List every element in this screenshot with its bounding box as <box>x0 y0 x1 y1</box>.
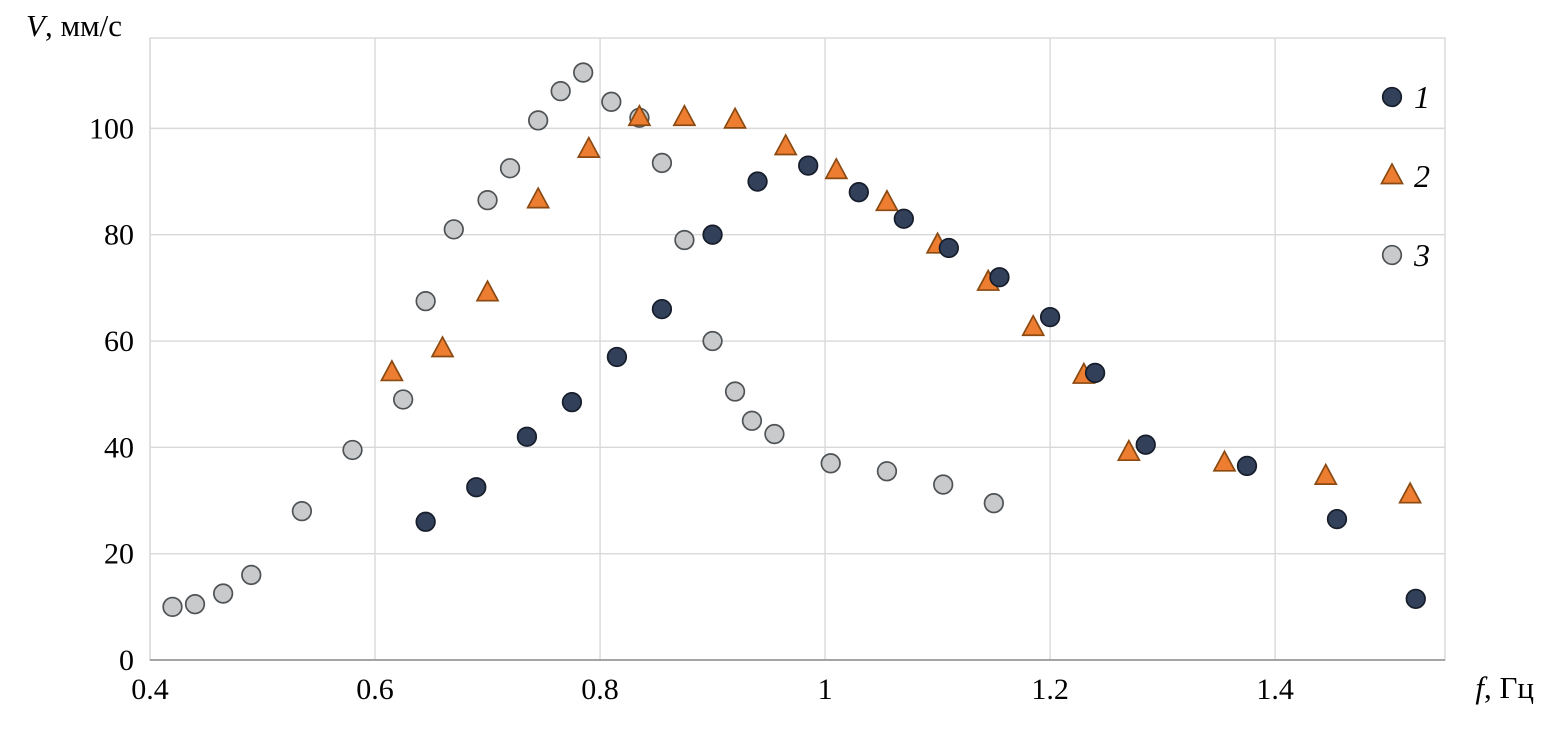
x-tick-label: 0.4 <box>131 673 169 706</box>
data-point-series-1 <box>848 182 869 203</box>
data-point-series-1 <box>989 267 1010 288</box>
data-point-series-2 <box>672 103 697 127</box>
data-point-series-3 <box>741 410 763 431</box>
data-point-series-2 <box>875 189 899 212</box>
data-point-series-3 <box>702 330 723 352</box>
data-point-series-1 <box>466 477 487 498</box>
x-tick-label: 0.6 <box>356 673 394 706</box>
y-axis-variable: V <box>26 8 45 43</box>
data-point-series-3 <box>764 423 785 445</box>
data-point-series-1 <box>1236 455 1258 477</box>
data-point-series-2 <box>824 157 849 180</box>
x-axis-variable: f <box>1475 670 1484 705</box>
data-point-series-1 <box>561 392 583 413</box>
data-point-series-3 <box>601 91 622 112</box>
y-tick-label: 60 <box>104 325 134 358</box>
plot-border <box>149 37 1446 661</box>
data-point-series-3 <box>820 453 841 474</box>
data-point-series-3 <box>443 219 464 240</box>
data-point-series-2 <box>430 335 455 358</box>
data-point-series-1 <box>1135 434 1156 455</box>
data-point-series-2 <box>526 186 551 209</box>
data-point-series-3 <box>983 493 1004 514</box>
x-tick-label: 1.2 <box>1031 673 1069 706</box>
data-point-series-1 <box>651 298 673 320</box>
y-tick-label: 40 <box>104 431 134 464</box>
data-point-series-3 <box>550 81 571 102</box>
data-point-series-3 <box>477 189 498 211</box>
data-point-series-2 <box>379 359 404 382</box>
data-point-series-1 <box>747 171 768 192</box>
data-point-series-legend-3 <box>1381 244 1403 266</box>
data-point-series-1 <box>1084 362 1106 384</box>
data-point-series-1 <box>1405 588 1426 610</box>
x-axis-units: , Гц <box>1483 670 1534 705</box>
data-point-series-2 <box>1313 462 1338 485</box>
data-point-series-3 <box>674 229 695 251</box>
data-point-series-1 <box>1039 306 1061 328</box>
data-point-series-2 <box>723 106 747 129</box>
data-point-series-1 <box>702 224 723 245</box>
data-point-series-2 <box>1212 449 1237 472</box>
y-tick-label: 20 <box>104 538 134 571</box>
data-point-series-2 <box>1398 481 1423 504</box>
legend-label: 3 <box>1413 237 1430 273</box>
data-point-series-1 <box>606 346 628 368</box>
data-point-series-1 <box>893 208 914 229</box>
data-point-series-3 <box>162 596 183 617</box>
data-point-series-legend-2 <box>1380 162 1404 185</box>
y-tick-label: 0 <box>119 644 134 677</box>
data-point-series-3 <box>241 564 262 586</box>
data-point-series-3 <box>342 439 363 461</box>
data-point-series-2 <box>576 135 601 158</box>
x-axis-title: f, Гц <box>1475 670 1534 706</box>
data-point-series-3 <box>933 474 954 495</box>
data-point-series-3 <box>573 62 594 83</box>
legend-label: 2 <box>1414 158 1430 194</box>
data-point-series-1 <box>415 511 436 532</box>
data-point-series-1 <box>516 426 538 447</box>
data-point-series-2 <box>1116 438 1141 462</box>
y-axis-title: V, мм/с <box>26 8 122 44</box>
data-point-series-1 <box>938 237 959 259</box>
data-point-series-3 <box>528 110 549 131</box>
data-point-series-legend-1 <box>1381 86 1403 108</box>
data-point-series-3 <box>291 500 313 522</box>
data-point-series-2 <box>627 103 652 127</box>
data-point-series-3 <box>212 583 234 604</box>
data-point-series-3 <box>184 594 206 615</box>
data-point-series-2 <box>475 279 500 302</box>
data-point-series-3 <box>724 381 746 402</box>
data-point-series-2 <box>1021 313 1046 337</box>
x-tick-label: 1 <box>818 673 833 706</box>
data-point-series-3 <box>651 152 673 174</box>
data-point-series-3 <box>499 158 521 179</box>
data-point-series-1 <box>798 155 819 176</box>
x-tick-label: 0.8 <box>581 673 619 706</box>
data-point-series-2 <box>773 133 798 156</box>
y-tick-label: 80 <box>104 219 134 252</box>
data-point-series-3 <box>415 291 436 312</box>
legend-label: 1 <box>1414 79 1430 115</box>
y-axis-units: , мм/с <box>44 8 123 43</box>
data-point-series-3 <box>876 461 898 482</box>
x-tick-label: 1.4 <box>1256 673 1294 706</box>
data-point-series-3 <box>392 389 414 410</box>
data-point-series-1 <box>1326 508 1348 530</box>
y-tick-label: 100 <box>89 112 134 145</box>
